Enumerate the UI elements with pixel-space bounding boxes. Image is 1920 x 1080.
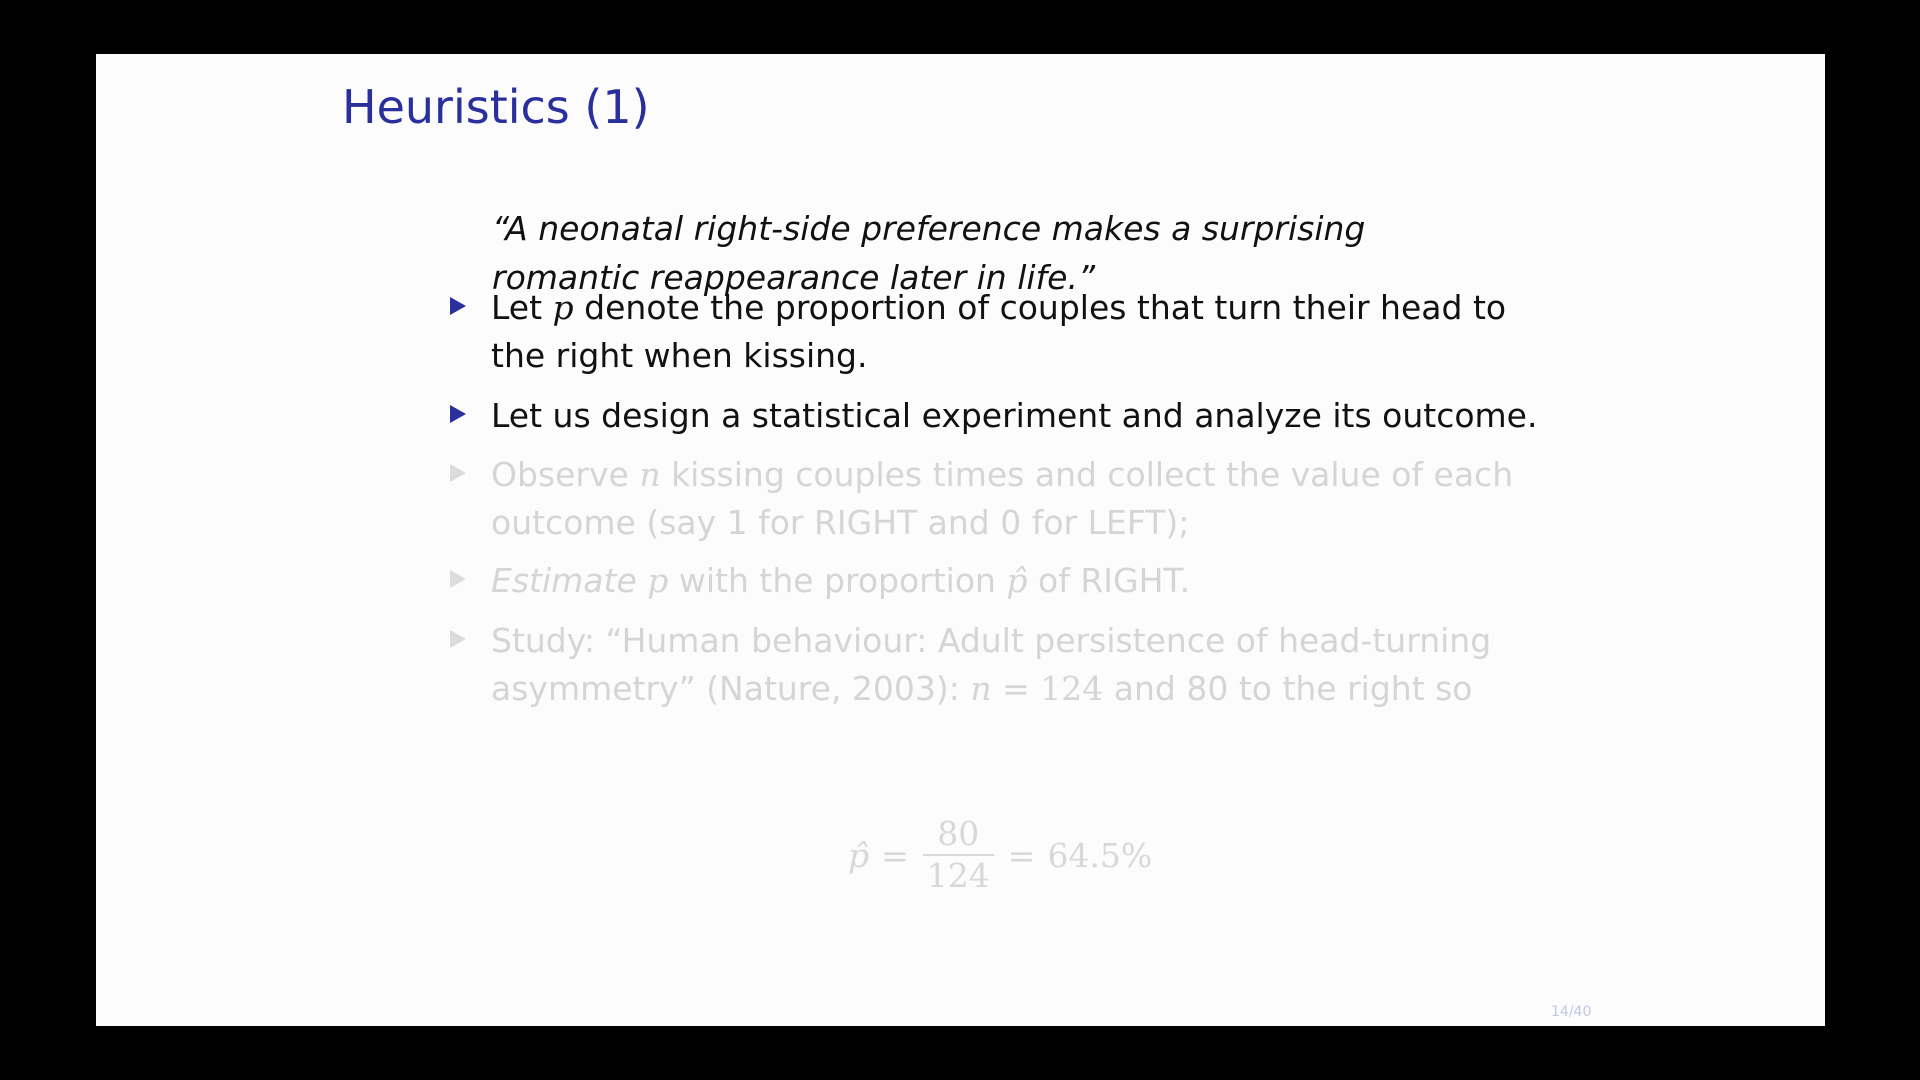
triangle-bullet-icon <box>450 297 466 315</box>
slide: Heuristics (1) “A neonatal right-side pr… <box>96 54 1825 1026</box>
bullet-item-5-line-1: Study: “Human behaviour: Adult persisten… <box>491 621 1492 660</box>
formula-numerator: 80 <box>937 814 980 853</box>
quote: “A neonatal right-side preference makes … <box>492 204 1492 302</box>
variable-p: p <box>552 288 574 327</box>
formula-fraction: 80 124 <box>922 814 994 896</box>
formula-denominator: 124 <box>922 854 994 896</box>
bullet-item-3-line-2: outcome (say 1 for RIGHT and 0 for LEFT)… <box>491 503 1190 542</box>
bullet-item-2: Let us design a statistical experiment a… <box>450 392 1610 440</box>
page-number: 14/40 <box>1551 1004 1592 1020</box>
quote-line-2: romantic reappearance later in life.” <box>492 258 1096 297</box>
estimate-formula: p̂ = 80 124 = 64.5% <box>848 814 1152 896</box>
variable-p: p <box>647 561 669 600</box>
bullet-item-2-line-1: Let us design a statistical experiment a… <box>491 396 1538 435</box>
formula-result: 64.5% <box>1047 835 1153 875</box>
bullet-item-5: Study: “Human behaviour: Adult persisten… <box>450 617 1610 713</box>
triangle-bullet-icon <box>450 405 466 423</box>
bullet-item-5-line-2: asymmetry” (Nature, 2003): n = 124 and 8… <box>491 669 1473 708</box>
variable-n: n <box>970 669 992 708</box>
bullet-item-3: Observe n kissing couples times and coll… <box>450 451 1610 547</box>
bullet-item-3-line-1: Observe n kissing couples times and coll… <box>491 455 1514 494</box>
slide-title: Heuristics (1) <box>342 80 650 134</box>
variable-n: n <box>639 455 661 494</box>
triangle-bullet-icon <box>450 570 466 588</box>
triangle-bullet-icon <box>450 630 466 648</box>
quote-line-1: “A neonatal right-side preference makes … <box>492 209 1366 248</box>
triangle-bullet-icon <box>450 464 466 482</box>
formula-equals-1: = <box>881 835 909 875</box>
bullet-item-1: Let p denote the proportion of couples t… <box>450 284 1610 380</box>
bullet-item-1-line-2: the right when kissing. <box>491 336 868 375</box>
bullet-item-4-line-1: Estimate p with the proportion p̂ of RIG… <box>491 561 1191 600</box>
bullet-item-4: Estimate p with the proportion p̂ of RIG… <box>450 557 1610 605</box>
formula-equals-2: = <box>1007 835 1036 875</box>
variable-p-hat: p̂ <box>1006 561 1028 600</box>
formula-p-hat: p̂ <box>848 835 870 875</box>
bullet-item-1-line-1: Let p denote the proportion of couples t… <box>491 288 1507 327</box>
